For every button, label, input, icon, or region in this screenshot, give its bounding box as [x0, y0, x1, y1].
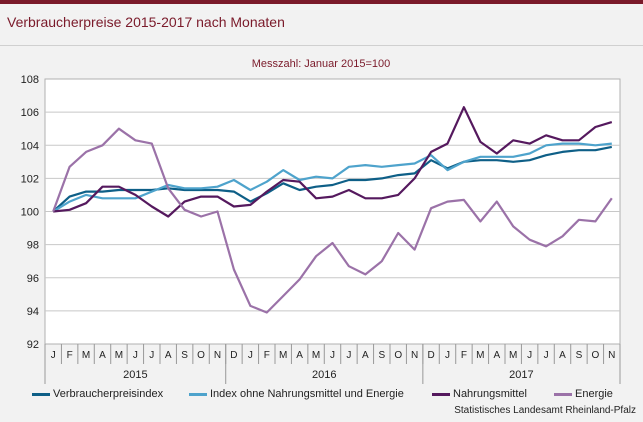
chart-subtitle: Messzahl: Januar 2015=100	[252, 58, 391, 70]
legend-label: Energie	[575, 388, 613, 400]
legend-item-nahrungsmittel: Nahrungsmittel	[432, 387, 527, 401]
legend-label: Nahrungsmittel	[453, 388, 527, 400]
title-divider	[0, 45, 643, 46]
y-tick-label: 106	[21, 107, 39, 119]
x-tick-label: D	[230, 350, 237, 361]
legend-item-index-ohne-nahrungsmittel-und-energie: Index ohne Nahrungsmittel und Energie	[189, 387, 404, 401]
y-axis: 92 94 96 98 100 102 104 106 108	[21, 74, 39, 351]
year-label: 2015	[123, 369, 147, 381]
series-lines	[52, 106, 613, 314]
x-tick-label: J	[445, 350, 450, 361]
x-tick-label: F	[264, 350, 270, 361]
y-tick-label: 108	[21, 74, 39, 86]
x-tick-label: A	[296, 350, 303, 361]
year-label: 2017	[509, 369, 533, 381]
x-tick-label: O	[394, 350, 402, 361]
x-tick-label: M	[279, 350, 287, 361]
y-tick-label: 94	[27, 306, 39, 318]
legend-item-verbraucherpreisindex: Verbraucherpreisindex	[32, 387, 163, 401]
y-tick-label: 104	[21, 140, 39, 152]
x-tick-label: A	[362, 350, 369, 361]
legend-swatch	[554, 392, 572, 396]
x-tick-label: J	[544, 350, 549, 361]
x-tick-label: M	[312, 350, 320, 361]
page-title: Verbraucherpreise 2015-2017 nach Monaten	[7, 14, 285, 30]
x-tick-label: J	[527, 350, 532, 361]
legend-swatch	[432, 392, 450, 396]
x-tick-label: M	[115, 350, 123, 361]
y-tick-label: 102	[21, 173, 39, 185]
x-tick-label: N	[411, 350, 418, 361]
x-tick-label: S	[181, 350, 188, 361]
legend-swatch	[189, 392, 207, 396]
x-tick-label: O	[197, 350, 205, 361]
y-tick-label: 98	[27, 240, 39, 252]
year-label: 2016	[312, 369, 336, 381]
x-tick-label: J	[330, 350, 335, 361]
y-tick-label: 100	[21, 207, 39, 219]
x-tick-label: F	[67, 350, 73, 361]
x-tick-label: A	[559, 350, 566, 361]
legend-label: Verbraucherpreisindex	[53, 388, 164, 400]
x-tick-label: S	[576, 350, 583, 361]
x-tick-label: A	[99, 350, 106, 361]
legend-item-energie: Energie	[554, 387, 613, 401]
x-tick-label: M	[509, 350, 517, 361]
top-accent-rule	[0, 0, 643, 4]
x-tick-label: J	[248, 350, 253, 361]
y-tick-label: 96	[27, 273, 39, 285]
x-tick-label: S	[378, 350, 385, 361]
x-tick-label: A	[165, 350, 172, 361]
legend-swatch	[32, 392, 50, 396]
series-line-index-ohne-nahrungsmittel-und-energie	[52, 142, 612, 213]
x-tick-label: J	[346, 350, 351, 361]
x-tick-label: N	[608, 350, 615, 361]
x-tick-label: M	[476, 350, 484, 361]
x-tick-label: M	[82, 350, 90, 361]
series-line-verbraucherpreisindex	[52, 145, 613, 213]
x-tick-label: J	[51, 350, 56, 361]
source-note: Statistisches Landesamt Rheinland-Pfalz	[454, 405, 636, 416]
series-line-energie	[52, 127, 613, 314]
x-tick-label: N	[214, 350, 221, 361]
x-tick-label: A	[493, 350, 500, 361]
x-tick-label: J	[149, 350, 154, 361]
series-line-nahrungsmittel	[53, 106, 613, 218]
x-tick-label: O	[591, 350, 599, 361]
y-tick-label: 92	[27, 339, 39, 351]
x-tick-label: J	[133, 350, 138, 361]
legend-label: Index ohne Nahrungsmittel und Energie	[210, 388, 404, 400]
x-tick-label: F	[461, 350, 467, 361]
x-tick-label: D	[427, 350, 434, 361]
